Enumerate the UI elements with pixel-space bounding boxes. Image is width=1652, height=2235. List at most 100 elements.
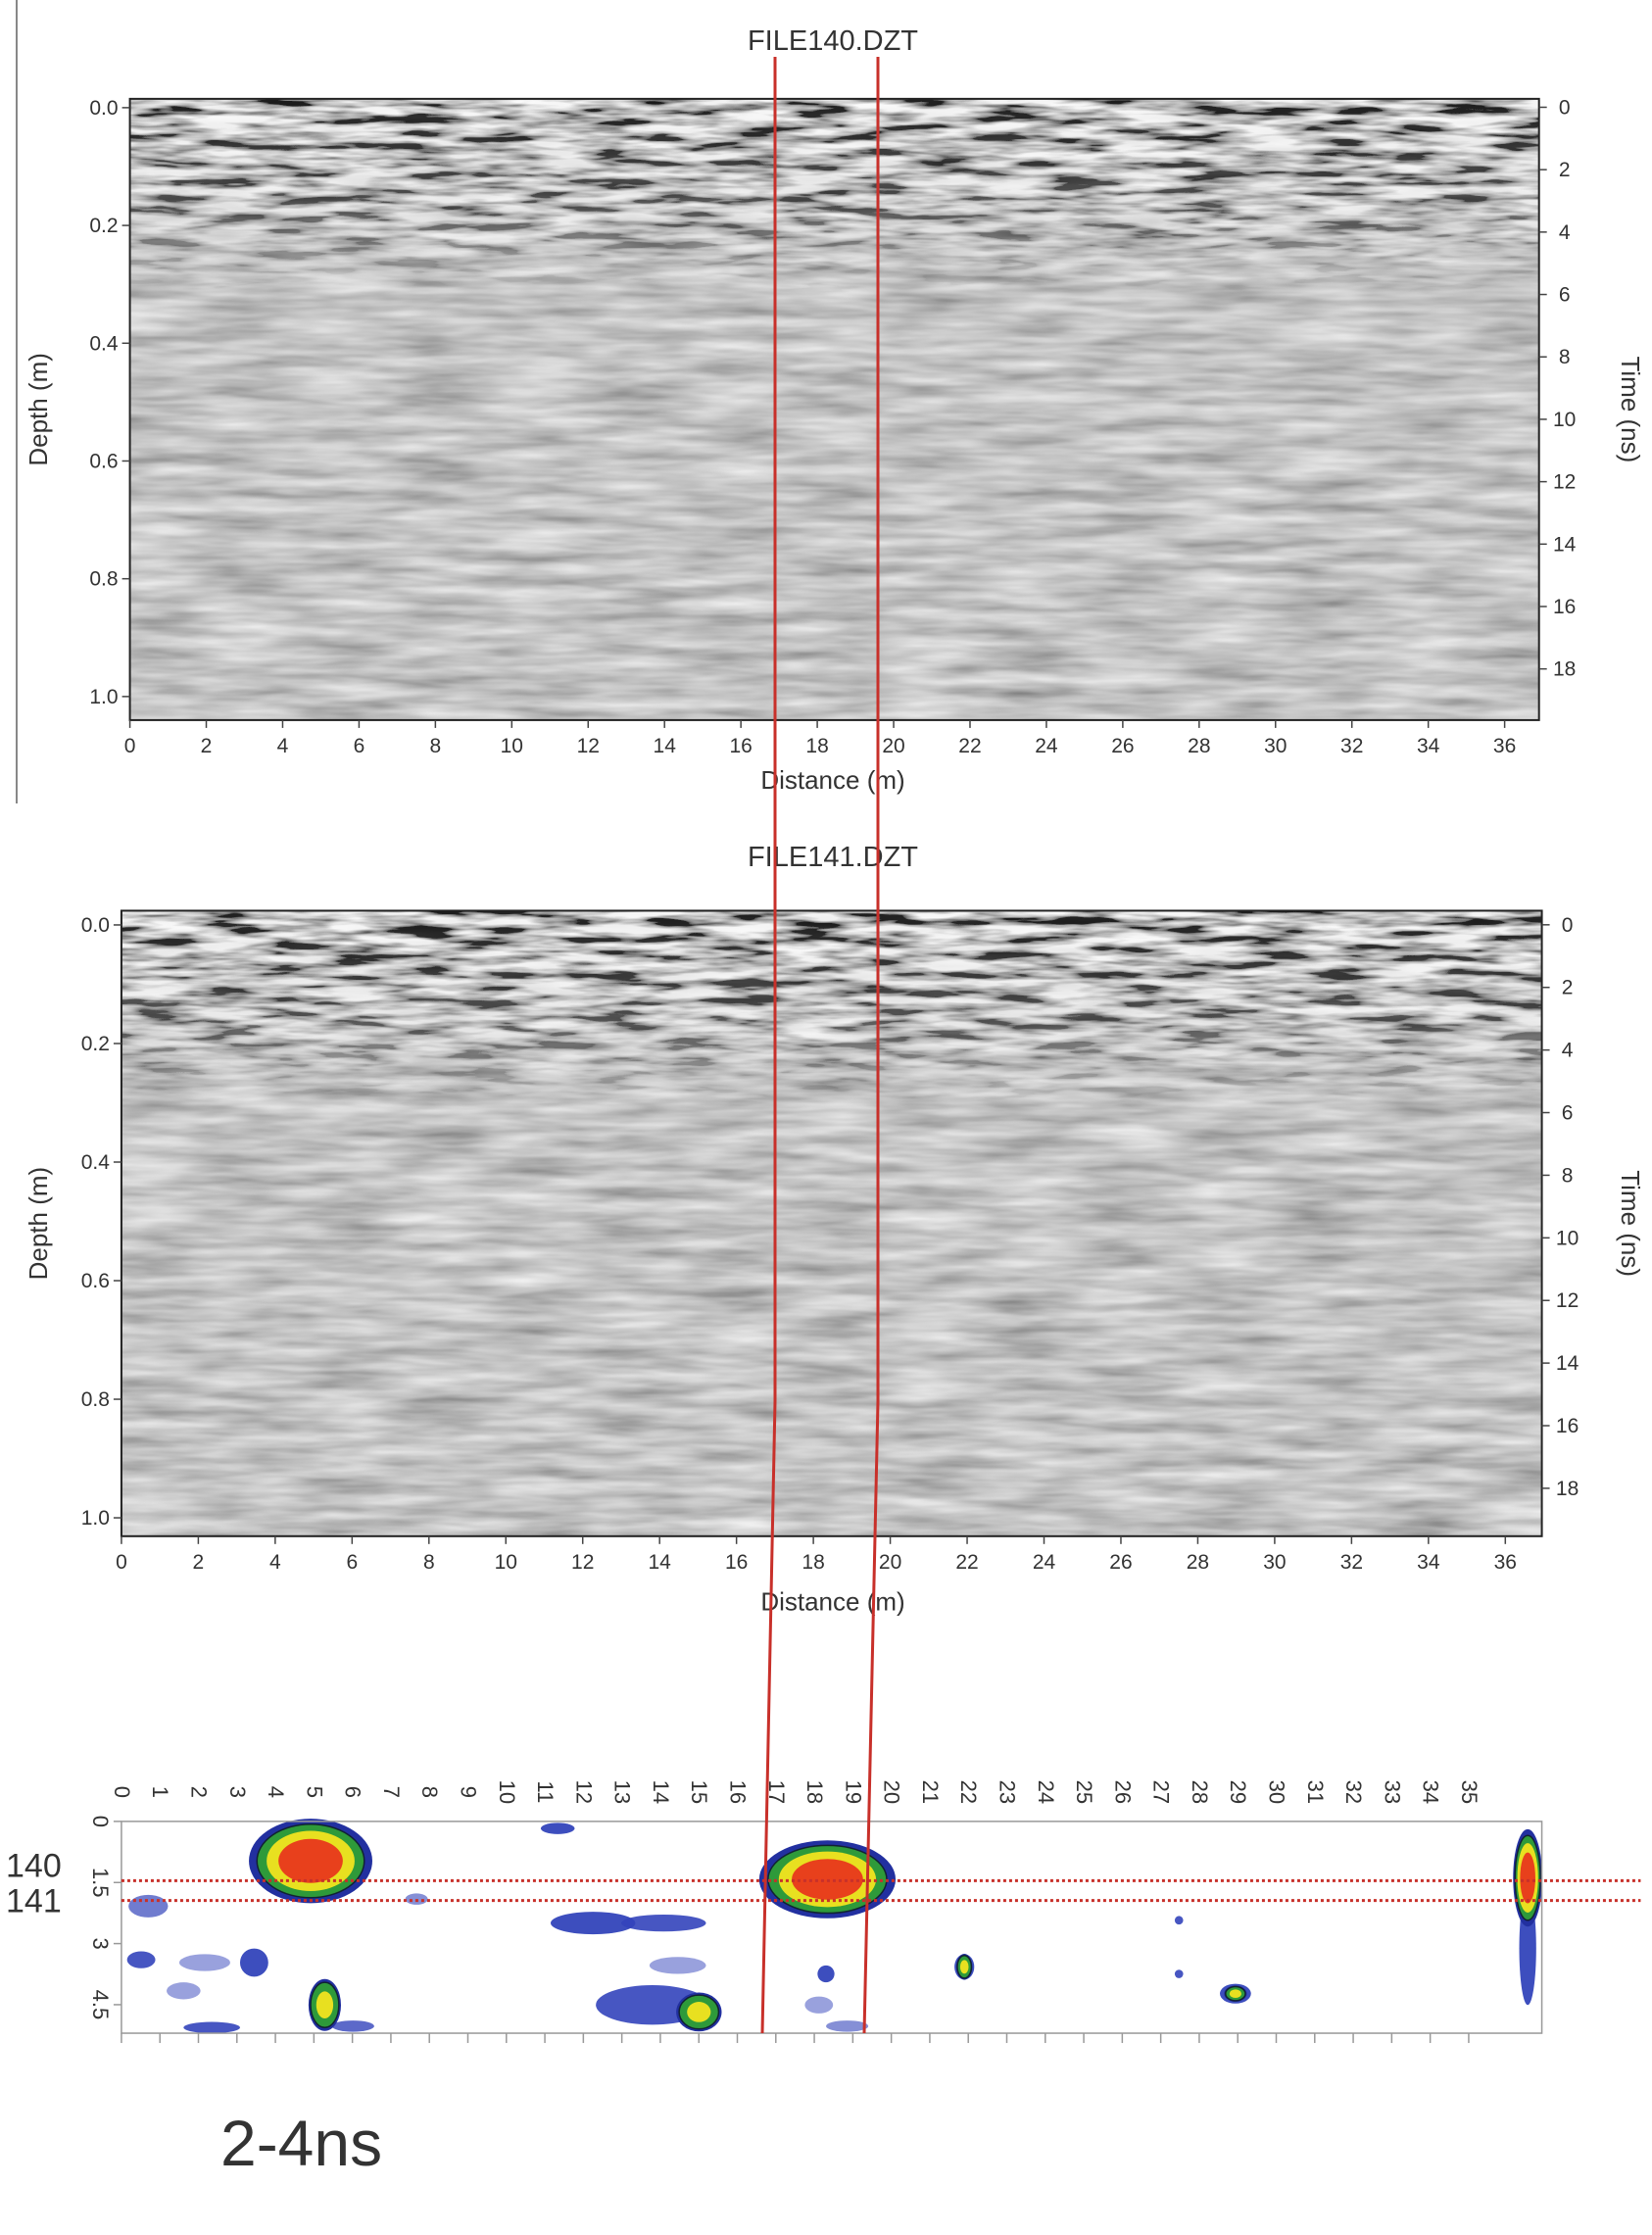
y-tick-label: 3 bbox=[88, 1937, 113, 1949]
y-tick-label: 1.5 bbox=[88, 1868, 113, 1898]
y2-tick-label: 2 bbox=[1562, 977, 1574, 999]
y-tick-label: 0.8 bbox=[81, 1388, 110, 1411]
radargram-shallow-reflections bbox=[121, 910, 1542, 1111]
x-tick-label: 27 bbox=[1149, 1780, 1174, 1804]
y2-tick-label: 4 bbox=[1562, 1040, 1574, 1062]
y2-tick-label: 0 bbox=[1562, 914, 1574, 937]
low-amplitude-patch bbox=[239, 1948, 268, 1977]
y2-tick-label: 8 bbox=[1562, 1164, 1574, 1187]
x-tick-label: 26 bbox=[1111, 735, 1134, 757]
y2-tick-label: 2 bbox=[1559, 159, 1571, 181]
x-tick-label: 12 bbox=[571, 1551, 594, 1574]
y2-tick-label: 10 bbox=[1556, 1227, 1579, 1249]
y-tick-label: 0 bbox=[88, 1816, 113, 1827]
y2-tick-label: 6 bbox=[1559, 284, 1571, 307]
y2-tick-label: 18 bbox=[1556, 1478, 1579, 1500]
x-tick-label: 24 bbox=[1034, 1780, 1058, 1804]
x-tick-label: 35 bbox=[1457, 1780, 1482, 1804]
y2-axis-label: Time (ns) bbox=[1616, 1170, 1645, 1277]
low-amplitude-patch bbox=[825, 2020, 869, 2032]
x-tick-label: 22 bbox=[956, 1780, 981, 1804]
x-tick-label: 21 bbox=[918, 1780, 943, 1804]
x-tick-label: 6 bbox=[346, 1551, 358, 1574]
x-tick-label: 25 bbox=[1072, 1780, 1096, 1804]
low-amplitude-patch bbox=[621, 1914, 706, 1932]
plot-frame bbox=[128, 97, 1540, 721]
plot-frame bbox=[120, 909, 1543, 1537]
y2-tick-label: 18 bbox=[1553, 658, 1576, 681]
low-amplitude-patch bbox=[126, 1951, 156, 1968]
low-amplitude-patch bbox=[167, 1982, 201, 2000]
x-tick-label: 2 bbox=[193, 1551, 205, 1574]
x-tick-label: 9 bbox=[456, 1786, 480, 1798]
x-tick-label: 10 bbox=[495, 1780, 519, 1804]
x-tick-label: 32 bbox=[1340, 1551, 1363, 1574]
amplitude-anomaly bbox=[955, 1954, 973, 1980]
x-tick-label: 36 bbox=[1493, 735, 1516, 757]
low-amplitude-patch bbox=[817, 1965, 835, 1983]
y-tick-label: 0.0 bbox=[89, 97, 118, 120]
low-amplitude-patch bbox=[179, 1954, 230, 1971]
x-tick-label: 0 bbox=[124, 735, 136, 757]
x-tick-label: 19 bbox=[841, 1780, 865, 1804]
x-tick-label: 28 bbox=[1188, 1780, 1212, 1804]
y2-tick-label: 14 bbox=[1556, 1352, 1579, 1375]
anomaly-contour bbox=[1229, 1989, 1241, 1999]
y2-tick-label: 12 bbox=[1553, 471, 1576, 494]
x-tick-label: 5 bbox=[302, 1786, 326, 1798]
x-tick-label: 28 bbox=[1187, 1551, 1209, 1574]
y-tick-label: 0.6 bbox=[81, 1270, 110, 1292]
amplitude-anomaly bbox=[676, 1992, 722, 2032]
x-axis-label: Distance (m) bbox=[760, 1587, 904, 1617]
x-tick-label: 4 bbox=[264, 1786, 288, 1798]
anomaly-contour bbox=[278, 1838, 343, 1883]
x-tick-label: 0 bbox=[110, 1786, 134, 1798]
x-tick-label: 3 bbox=[225, 1786, 250, 1798]
x-tick-label: 2 bbox=[201, 735, 213, 757]
anomaly-contour bbox=[959, 1960, 969, 1974]
x-tick-label: 20 bbox=[882, 735, 904, 757]
amplitude-anomaly bbox=[1513, 1828, 1543, 1927]
slice-caption: 2-4ns bbox=[220, 2107, 382, 2179]
chart-title: FILE141.DZT bbox=[748, 842, 918, 873]
y-tick-label: 0.8 bbox=[89, 568, 118, 591]
amplitude-anomaly bbox=[308, 1978, 342, 2031]
low-amplitude-patch bbox=[540, 1822, 575, 1834]
x-tick-label: 24 bbox=[1033, 1551, 1056, 1574]
low-amplitude-patch bbox=[183, 2021, 240, 2034]
y2-axis-label: Time (ns) bbox=[1616, 356, 1645, 462]
y2-tick-label: 16 bbox=[1556, 1415, 1579, 1437]
y2-tick-label: 10 bbox=[1553, 409, 1576, 431]
x-tick-label: 23 bbox=[995, 1780, 1019, 1804]
x-tick-label: 34 bbox=[1417, 1551, 1440, 1574]
x-axis-label: Distance (m) bbox=[760, 765, 904, 795]
x-tick-label: 16 bbox=[725, 1551, 748, 1574]
section-link-line bbox=[760, 57, 777, 2034]
y-tick-label: 1.0 bbox=[81, 1507, 110, 1530]
amplitude-anomaly bbox=[249, 1819, 372, 1904]
y2-tick-label: 16 bbox=[1553, 596, 1576, 618]
x-tick-label: 20 bbox=[879, 1551, 901, 1574]
low-amplitude-patch bbox=[804, 1996, 834, 2014]
y-tick-label: 0.2 bbox=[89, 215, 118, 237]
overlay bbox=[760, 57, 880, 2034]
x-tick-label: 29 bbox=[1226, 1780, 1250, 1804]
x-tick-label: 4 bbox=[269, 1551, 281, 1574]
x-tick-label: 8 bbox=[430, 735, 442, 757]
y2-tick-label: 4 bbox=[1559, 221, 1571, 244]
x-tick-label: 28 bbox=[1188, 735, 1210, 757]
x-tick-label: 15 bbox=[687, 1780, 711, 1804]
y2-tick-label: 12 bbox=[1556, 1289, 1579, 1312]
x-tick-label: 31 bbox=[1303, 1780, 1328, 1804]
chart-title: FILE140.DZT bbox=[748, 25, 918, 57]
x-tick-label: 16 bbox=[725, 1780, 750, 1804]
x-tick-label: 0 bbox=[116, 1551, 127, 1574]
x-tick-label: 30 bbox=[1263, 1551, 1286, 1574]
x-tick-label: 26 bbox=[1110, 1780, 1135, 1804]
profile-label: 140 bbox=[6, 1847, 62, 1884]
x-tick-label: 14 bbox=[649, 1551, 672, 1574]
